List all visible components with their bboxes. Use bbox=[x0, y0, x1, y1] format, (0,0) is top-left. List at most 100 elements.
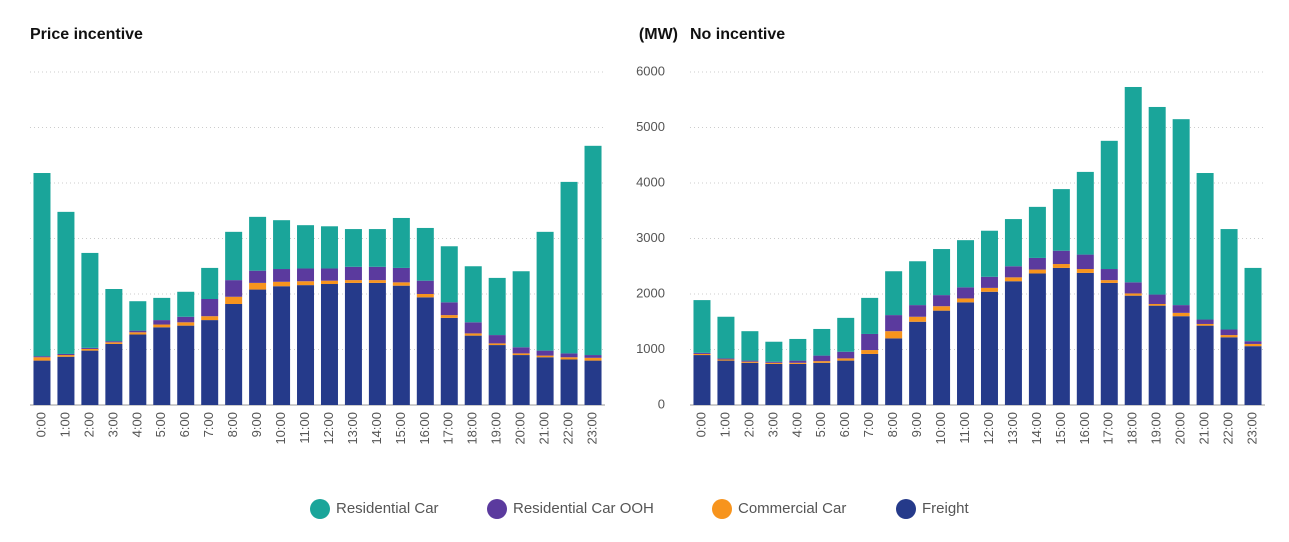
bar-segment bbox=[584, 145, 602, 356]
bar-segment bbox=[1100, 269, 1118, 281]
x-tick-label: 11:00 bbox=[957, 412, 972, 444]
bar-segment bbox=[1244, 346, 1262, 405]
bar-segment bbox=[129, 334, 147, 405]
bar-segment bbox=[1052, 250, 1070, 265]
bar-segment bbox=[813, 328, 831, 356]
x-tick-label: 23:00 bbox=[1244, 412, 1259, 445]
bar-segment bbox=[1004, 277, 1022, 282]
bar-segment bbox=[464, 322, 482, 334]
bar-segment bbox=[129, 330, 147, 333]
bar-segment bbox=[392, 217, 410, 268]
x-tick-label: 8:00 bbox=[885, 412, 900, 437]
bar-segment bbox=[33, 173, 51, 357]
bar-segment bbox=[693, 353, 711, 356]
x-tick-label: 1:00 bbox=[717, 412, 732, 437]
x-tick-label: 20:00 bbox=[1173, 412, 1188, 445]
bar-segment bbox=[957, 298, 975, 303]
bar-segment bbox=[297, 225, 315, 269]
x-tick-label: 13:00 bbox=[345, 412, 360, 445]
x-tick-label: 6:00 bbox=[837, 412, 852, 437]
x-tick-label: 18:00 bbox=[1125, 412, 1140, 445]
bar-segment bbox=[1220, 335, 1238, 338]
x-tick-label: 4:00 bbox=[789, 412, 804, 437]
bar-segment bbox=[105, 343, 123, 405]
legend-swatch bbox=[896, 499, 916, 519]
bar-segment bbox=[1124, 293, 1142, 296]
bar-segment bbox=[81, 350, 99, 405]
x-tick-label: 14:00 bbox=[369, 412, 384, 445]
bar-segment bbox=[1220, 229, 1238, 330]
bar-segment bbox=[368, 229, 386, 267]
bar-segment bbox=[105, 342, 123, 344]
bar-segment bbox=[297, 285, 315, 405]
x-tick-label: 22:00 bbox=[1221, 412, 1236, 445]
bar-segment bbox=[789, 362, 807, 364]
bar-segment bbox=[909, 305, 927, 317]
bar-segment bbox=[81, 252, 99, 348]
bar-segment bbox=[344, 229, 362, 267]
bar-segment bbox=[464, 335, 482, 405]
bar-segment bbox=[765, 341, 783, 362]
x-tick-label: 13:00 bbox=[1005, 412, 1020, 445]
bar-segment bbox=[741, 331, 759, 361]
bar-segment bbox=[105, 341, 123, 343]
bar-segment bbox=[1172, 119, 1190, 306]
bar-segment bbox=[813, 361, 831, 363]
legend-label: Freight bbox=[922, 500, 970, 517]
bar-segment bbox=[584, 355, 602, 358]
bar-segment bbox=[33, 360, 51, 405]
bar-segment bbox=[81, 347, 99, 349]
bar-segment bbox=[1124, 86, 1142, 283]
x-tick-label: 22:00 bbox=[561, 412, 576, 445]
x-tick-label: 0:00 bbox=[693, 412, 708, 437]
bar-segment bbox=[320, 268, 338, 281]
y-axis-label: (MW) bbox=[639, 26, 678, 43]
x-tick-label: 20:00 bbox=[513, 412, 528, 445]
bar-segment bbox=[153, 320, 171, 325]
x-tick-label: 9:00 bbox=[249, 412, 264, 437]
bar-segment bbox=[1244, 343, 1262, 347]
bar-segment bbox=[1196, 323, 1214, 326]
x-tick-label: 7:00 bbox=[201, 412, 216, 437]
bar-segment bbox=[177, 316, 195, 323]
x-tick-label: 21:00 bbox=[1197, 412, 1212, 445]
bar-segment bbox=[225, 303, 243, 405]
legend-label: Residential Car bbox=[336, 500, 439, 517]
panel-title: Price incentive bbox=[30, 26, 143, 43]
bar-segment bbox=[392, 285, 410, 405]
bar-segment bbox=[201, 316, 219, 321]
bar-segment bbox=[249, 216, 267, 271]
bar-segment bbox=[368, 280, 386, 283]
bar-segment bbox=[57, 356, 75, 405]
bar-segment bbox=[392, 282, 410, 286]
x-tick-label: 18:00 bbox=[465, 412, 480, 445]
x-tick-label: 21:00 bbox=[537, 412, 552, 445]
bar-segment bbox=[885, 331, 903, 339]
y-tick-label: 4000 bbox=[636, 174, 665, 189]
bar-segment bbox=[1196, 319, 1214, 324]
bar-segment bbox=[33, 357, 51, 361]
x-tick-label: 16:00 bbox=[1077, 412, 1092, 445]
bar-segment bbox=[1172, 316, 1190, 405]
y-tick-label: 2000 bbox=[636, 285, 665, 300]
x-tick-label: 6:00 bbox=[177, 412, 192, 437]
bar-segment bbox=[1052, 189, 1070, 251]
bar-segment bbox=[789, 360, 807, 363]
bar-segment bbox=[1028, 206, 1046, 258]
bar-segment bbox=[153, 297, 171, 321]
x-tick-label: 19:00 bbox=[489, 412, 504, 445]
bar-segment bbox=[1076, 171, 1094, 255]
bar-segment bbox=[536, 231, 554, 351]
bar-segment bbox=[765, 362, 783, 364]
x-tick-label: 10:00 bbox=[933, 412, 948, 445]
bar-segment bbox=[392, 267, 410, 283]
bar-segment bbox=[741, 362, 759, 405]
bar-segment bbox=[297, 281, 315, 286]
bar-segment bbox=[1220, 337, 1238, 405]
bar-segment bbox=[512, 271, 530, 348]
bar-segment bbox=[693, 355, 711, 405]
bar-segment bbox=[512, 355, 530, 405]
bar-segment bbox=[512, 347, 530, 354]
bar-segment bbox=[765, 363, 783, 405]
